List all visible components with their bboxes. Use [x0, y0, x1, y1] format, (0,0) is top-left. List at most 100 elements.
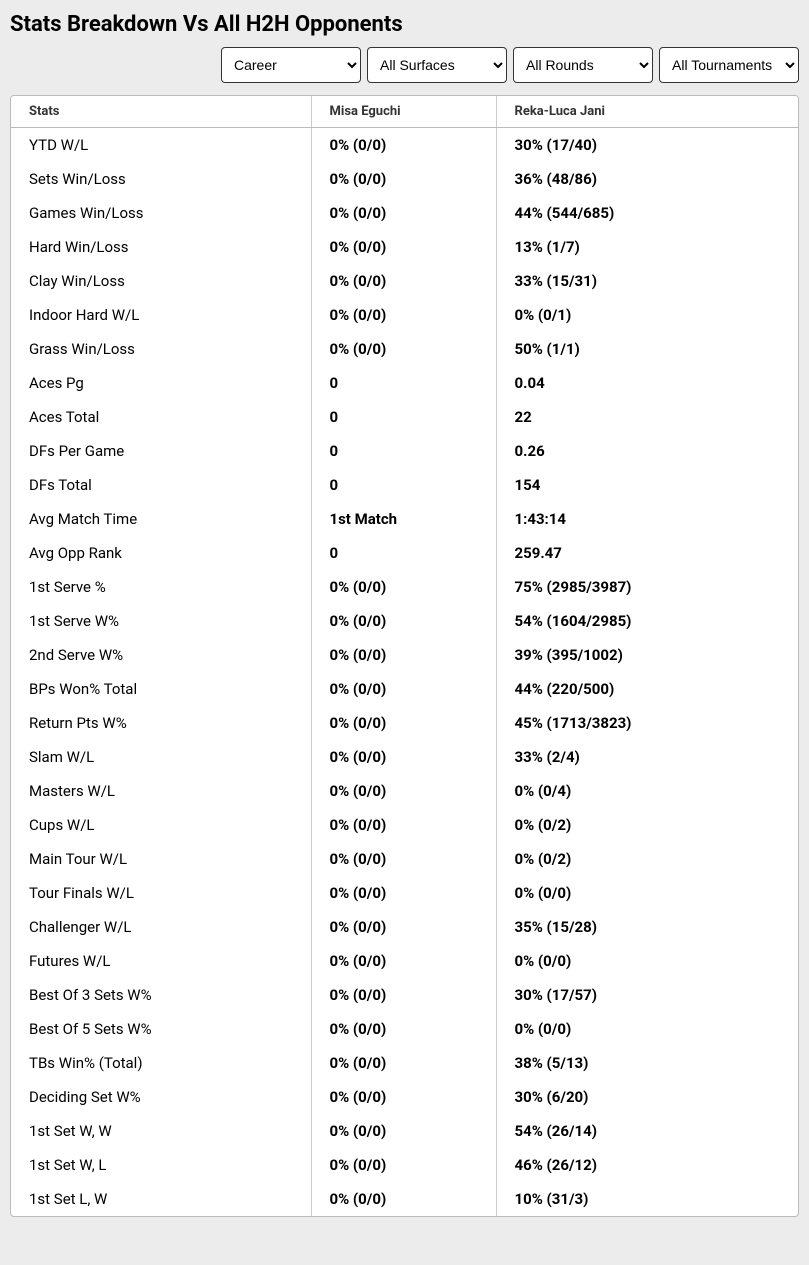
col-player2: Reka-Luca Jani: [496, 96, 798, 128]
player2-value: 54% (1604/2985): [496, 604, 798, 638]
player1-value: 0% (0/0): [311, 196, 496, 230]
stat-label: Slam W/L: [11, 740, 311, 774]
player1-value: 0: [311, 434, 496, 468]
stat-label: Clay Win/Loss: [11, 264, 311, 298]
table-row: 1st Serve W%0% (0/0)54% (1604/2985): [11, 604, 798, 638]
player2-value: 39% (395/1002): [496, 638, 798, 672]
filters-row: Career All Surfaces All Rounds All Tourn…: [0, 43, 809, 95]
surface-select[interactable]: All Surfaces: [367, 47, 507, 83]
player1-value: 0% (0/0): [311, 264, 496, 298]
player1-value: 0% (0/0): [311, 570, 496, 604]
stat-label: DFs Total: [11, 468, 311, 502]
player1-value: 0% (0/0): [311, 1148, 496, 1182]
player2-value: 75% (2985/3987): [496, 570, 798, 604]
table-row: Games Win/Loss0% (0/0)44% (544/685): [11, 196, 798, 230]
stats-table: Stats Misa Eguchi Reka-Luca Jani YTD W/L…: [11, 96, 798, 1216]
table-header-row: Stats Misa Eguchi Reka-Luca Jani: [11, 96, 798, 128]
table-row: Masters W/L0% (0/0)0% (0/4): [11, 774, 798, 808]
player2-value: 259.47: [496, 536, 798, 570]
stat-label: Cups W/L: [11, 808, 311, 842]
player1-value: 0% (0/0): [311, 1046, 496, 1080]
table-row: Tour Finals W/L0% (0/0)0% (0/0): [11, 876, 798, 910]
table-row: DFs Total0154: [11, 468, 798, 502]
player2-value: 33% (2/4): [496, 740, 798, 774]
player2-value: 50% (1/1): [496, 332, 798, 366]
stat-label: Challenger W/L: [11, 910, 311, 944]
player1-value: 0% (0/0): [311, 1012, 496, 1046]
stat-label: 2nd Serve W%: [11, 638, 311, 672]
player2-value: 22: [496, 400, 798, 434]
player1-value: 0: [311, 468, 496, 502]
table-row: Indoor Hard W/L0% (0/0)0% (0/1): [11, 298, 798, 332]
round-select[interactable]: All Rounds: [513, 47, 653, 83]
player2-value: 44% (220/500): [496, 672, 798, 706]
stat-label: Best Of 3 Sets W%: [11, 978, 311, 1012]
col-stats: Stats: [11, 96, 311, 128]
player2-value: 13% (1/7): [496, 230, 798, 264]
player1-value: 0% (0/0): [311, 876, 496, 910]
stat-label: 1st Set W, L: [11, 1148, 311, 1182]
player2-value: 54% (26/14): [496, 1114, 798, 1148]
period-select[interactable]: Career: [221, 47, 361, 83]
player1-value: 0% (0/0): [311, 808, 496, 842]
player1-value: 0% (0/0): [311, 128, 496, 163]
stat-label: Sets Win/Loss: [11, 162, 311, 196]
table-row: Slam W/L0% (0/0)33% (2/4): [11, 740, 798, 774]
player1-value: 0% (0/0): [311, 332, 496, 366]
player1-value: 0% (0/0): [311, 774, 496, 808]
player1-value: 0: [311, 400, 496, 434]
stat-label: Games Win/Loss: [11, 196, 311, 230]
stat-label: 1st Serve W%: [11, 604, 311, 638]
stat-label: 1st Set W, W: [11, 1114, 311, 1148]
stat-label: YTD W/L: [11, 128, 311, 163]
player2-value: 38% (5/13): [496, 1046, 798, 1080]
player2-value: 0% (0/0): [496, 944, 798, 978]
stat-label: Masters W/L: [11, 774, 311, 808]
stat-label: Indoor Hard W/L: [11, 298, 311, 332]
player1-value: 0% (0/0): [311, 604, 496, 638]
player1-value: 0% (0/0): [311, 638, 496, 672]
player2-value: 0% (0/4): [496, 774, 798, 808]
table-row: DFs Per Game00.26: [11, 434, 798, 468]
stat-label: 1st Set L, W: [11, 1182, 311, 1216]
player2-value: 35% (15/28): [496, 910, 798, 944]
tournament-select[interactable]: All Tournaments: [659, 47, 799, 83]
table-row: Return Pts W%0% (0/0)45% (1713/3823): [11, 706, 798, 740]
table-row: Cups W/L0% (0/0)0% (0/2): [11, 808, 798, 842]
stat-label: Deciding Set W%: [11, 1080, 311, 1114]
table-row: Main Tour W/L0% (0/0)0% (0/2): [11, 842, 798, 876]
player2-value: 0% (0/0): [496, 1012, 798, 1046]
player1-value: 0% (0/0): [311, 298, 496, 332]
player2-value: 30% (17/40): [496, 128, 798, 163]
player2-value: 0% (0/2): [496, 842, 798, 876]
table-row: Sets Win/Loss0% (0/0)36% (48/86): [11, 162, 798, 196]
table-row: Aces Pg00.04: [11, 366, 798, 400]
stat-label: TBs Win% (Total): [11, 1046, 311, 1080]
player2-value: 154: [496, 468, 798, 502]
table-row: Grass Win/Loss0% (0/0)50% (1/1): [11, 332, 798, 366]
player2-value: 0% (0/2): [496, 808, 798, 842]
table-row: Best Of 3 Sets W%0% (0/0)30% (17/57): [11, 978, 798, 1012]
player1-value: 0% (0/0): [311, 978, 496, 1012]
stat-label: Aces Pg: [11, 366, 311, 400]
table-row: Deciding Set W%0% (0/0)30% (6/20): [11, 1080, 798, 1114]
player1-value: 0% (0/0): [311, 1182, 496, 1216]
player1-value: 0% (0/0): [311, 672, 496, 706]
stat-label: Avg Opp Rank: [11, 536, 311, 570]
player1-value: 0: [311, 366, 496, 400]
player1-value: 0% (0/0): [311, 1114, 496, 1148]
col-player1: Misa Eguchi: [311, 96, 496, 128]
stat-label: DFs Per Game: [11, 434, 311, 468]
table-row: Hard Win/Loss0% (0/0)13% (1/7): [11, 230, 798, 264]
player1-value: 0% (0/0): [311, 1080, 496, 1114]
player1-value: 0% (0/0): [311, 842, 496, 876]
player2-value: 33% (15/31): [496, 264, 798, 298]
player2-value: 44% (544/685): [496, 196, 798, 230]
table-row: 1st Set W, L0% (0/0)46% (26/12): [11, 1148, 798, 1182]
stat-label: Futures W/L: [11, 944, 311, 978]
table-row: BPs Won% Total0% (0/0)44% (220/500): [11, 672, 798, 706]
player2-value: 1:43:14: [496, 502, 798, 536]
player2-value: 0% (0/0): [496, 876, 798, 910]
player2-value: 45% (1713/3823): [496, 706, 798, 740]
player2-value: 30% (17/57): [496, 978, 798, 1012]
